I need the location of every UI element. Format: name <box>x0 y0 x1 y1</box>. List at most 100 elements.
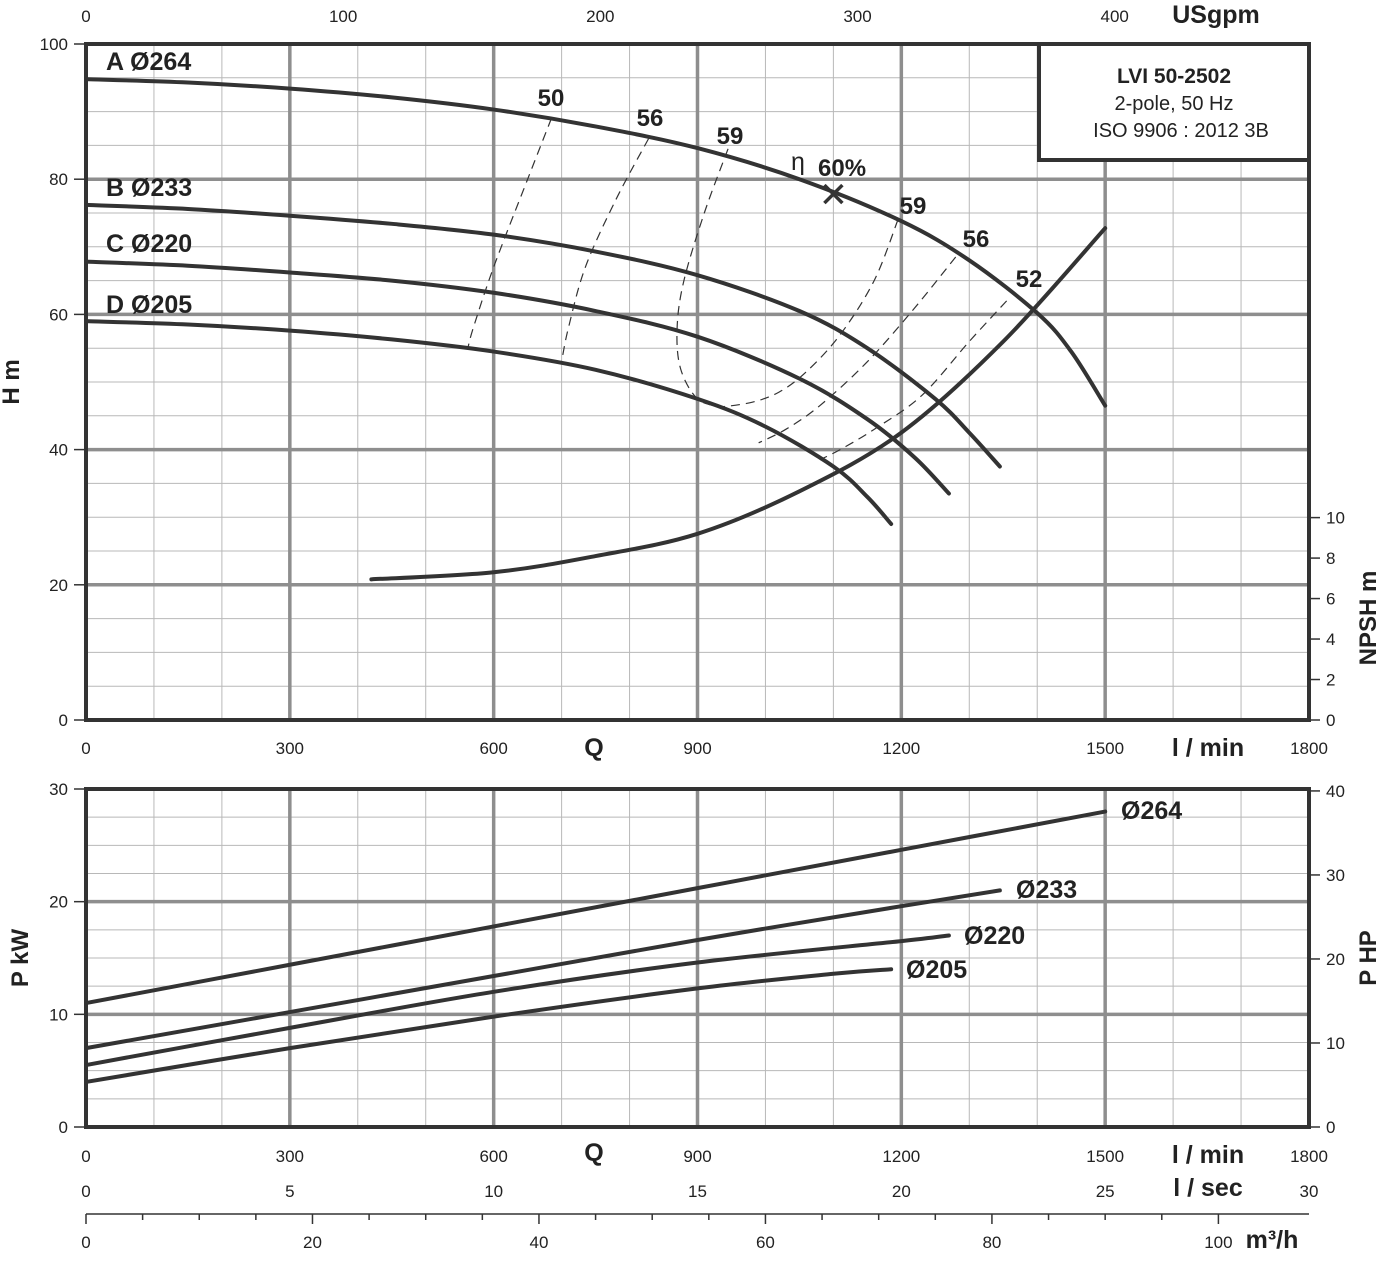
npsh-tick: 6 <box>1326 590 1335 609</box>
power-hp-tick: 20 <box>1326 950 1345 969</box>
power-kw-tick: 0 <box>59 1118 68 1137</box>
power-x-tick: 1200 <box>882 1147 920 1166</box>
head-x-tick: 600 <box>479 739 507 758</box>
npsh-tick: 10 <box>1326 509 1345 528</box>
power-curve-label: Ø220 <box>964 922 1025 950</box>
head-curve-label: B Ø233 <box>106 174 192 202</box>
power-curve-2 <box>84 933 951 1068</box>
head-x-tick: 900 <box>683 739 711 758</box>
efficiency-iso-line-5 <box>819 300 1008 461</box>
head-curves <box>84 77 1108 582</box>
efficiency-label: 59 <box>717 123 744 150</box>
power-curve-1 <box>84 888 1002 1051</box>
head-y-tick: 20 <box>49 576 68 595</box>
head-x-tick: 1200 <box>882 739 920 758</box>
efficiency-iso-line-3 <box>721 219 899 408</box>
usgpm-tick: 200 <box>586 7 614 26</box>
head-x-tick: 1800 <box>1290 739 1328 758</box>
power-hp-axis-title: P HP <box>1355 930 1382 986</box>
head-x-tick: 0 <box>81 739 90 758</box>
m3h-axis: 0 20 40 60 80 100 <box>81 1213 1309 1252</box>
head-y-tick: 0 <box>59 711 68 730</box>
efficiency-iso-line-1 <box>561 138 650 362</box>
efficiency-iso-line-4 <box>758 256 957 444</box>
npsh-tick: 2 <box>1326 671 1335 690</box>
m3h-tick: 80 <box>982 1233 1001 1252</box>
npsh-axis-title: NPSH m <box>1355 571 1382 666</box>
npsh-tick: 0 <box>1326 711 1335 730</box>
power-x-tick: 1500 <box>1086 1147 1124 1166</box>
power-curves <box>84 809 1108 1084</box>
head-curve-label: C Ø220 <box>106 230 192 258</box>
lsec-tick: 10 <box>484 1182 503 1201</box>
power-x-tick: 600 <box>479 1147 507 1166</box>
lsec-tick: 30 <box>1300 1182 1319 1201</box>
power-kw-tick: 20 <box>49 893 68 912</box>
power-chart-frame <box>84 787 1311 1129</box>
power-x-tick: 900 <box>683 1147 711 1166</box>
usgpm-tick: 100 <box>329 7 357 26</box>
head-curve-label: D Ø205 <box>106 291 192 319</box>
head-chart-frame <box>84 42 1311 722</box>
standard-tolerance: ISO 9906 : 2012 3B <box>1093 120 1269 142</box>
m3h-tick: 40 <box>530 1233 549 1252</box>
lsec-tick: 15 <box>688 1182 707 1201</box>
power-hp-tick: 40 <box>1326 782 1345 801</box>
power-hp-tick: 10 <box>1326 1034 1345 1053</box>
bep-efficiency-label: 60% <box>818 155 866 182</box>
efficiency-label: 50 <box>538 85 565 112</box>
efficiency-label: 52 <box>1016 266 1043 293</box>
info-box-frame <box>1037 42 1311 162</box>
power-curve-3 <box>84 967 894 1084</box>
usgpm-tick: 400 <box>1100 7 1128 26</box>
head-y-tick: 100 <box>40 35 68 54</box>
head-curve-0 <box>84 77 1108 408</box>
m3h-tick: 0 <box>81 1233 90 1252</box>
usgpm-tick: 300 <box>843 7 871 26</box>
head-flow-unit: l / min <box>1172 734 1244 762</box>
power-hp-tick: 30 <box>1326 866 1345 885</box>
m3h-tick: 20 <box>303 1233 322 1252</box>
head-axis-title: H m <box>0 359 25 404</box>
usgpm-unit: USgpm <box>1172 1 1260 29</box>
power-kw-tick: 30 <box>49 780 68 799</box>
power-curve-0 <box>84 809 1108 1006</box>
power-curve-label: Ø205 <box>906 956 967 984</box>
power-flow-unit: l / min <box>1172 1141 1244 1169</box>
lsec-tick: 0 <box>81 1182 90 1201</box>
efficiency-label: 56 <box>963 226 990 253</box>
power-kw-axis-title: P kW <box>7 929 34 988</box>
usgpm-tick: 0 <box>81 7 90 26</box>
power-curve-label: Ø233 <box>1016 876 1077 904</box>
bep-marker-stroke-2 <box>823 183 844 205</box>
head-y-tick: 60 <box>49 305 68 324</box>
power-kw-tick: 10 <box>49 1005 68 1024</box>
power-flow-label: Q <box>584 1139 603 1167</box>
npsh-tick: 4 <box>1326 630 1335 649</box>
head-curve-1 <box>84 202 1002 469</box>
power-curve-label: Ø264 <box>1121 797 1182 825</box>
head-curve-2 <box>84 259 951 496</box>
power-x-tick: 0 <box>81 1147 90 1166</box>
efficiency-label: 59 <box>900 193 927 220</box>
lsec-unit: l / sec <box>1173 1174 1243 1202</box>
npsh-curve <box>369 226 1108 582</box>
head-x-tick: 1500 <box>1086 739 1124 758</box>
power-x-tick: 300 <box>276 1147 304 1166</box>
model-name: LVI 50-2502 <box>1117 65 1231 88</box>
power-hp-tick: 0 <box>1326 1118 1335 1137</box>
head-y-tick: 80 <box>49 170 68 189</box>
pole-frequency: 2-pole, 50 Hz <box>1115 93 1234 115</box>
head-y-tick: 40 <box>49 441 68 460</box>
power-x-tick: 1800 <box>1290 1147 1328 1166</box>
lsec-tick: 5 <box>285 1182 294 1201</box>
m3h-unit: m³/h <box>1246 1226 1299 1254</box>
head-x-tick: 300 <box>276 739 304 758</box>
head-curve-label: A Ø264 <box>106 48 191 76</box>
head-flow-label: Q <box>584 734 603 762</box>
power-chart-grid <box>86 789 1309 1127</box>
npsh-tick: 8 <box>1326 549 1335 568</box>
